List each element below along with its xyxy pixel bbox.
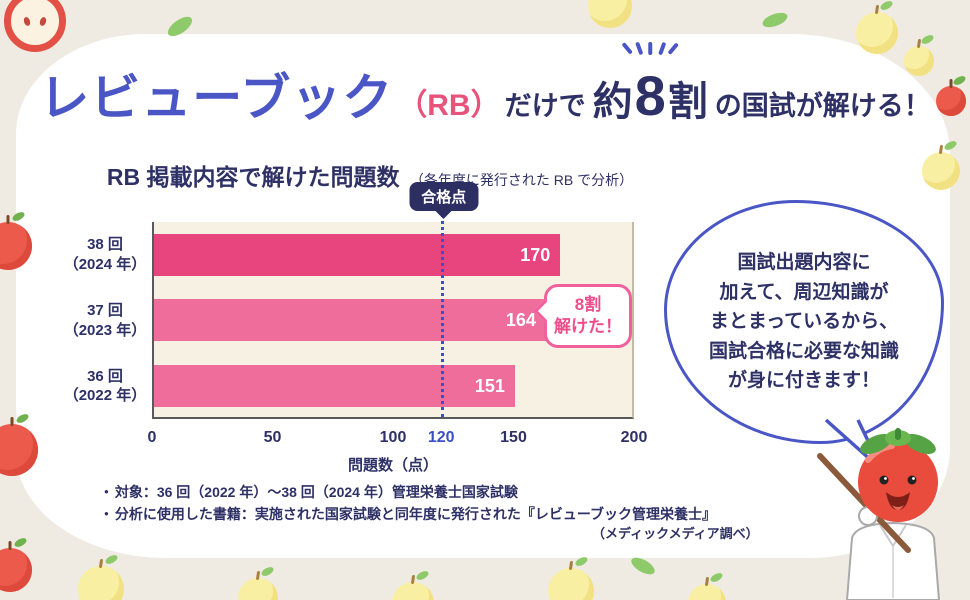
bar-value-label: 151 <box>474 375 505 396</box>
apple-icon <box>936 86 966 116</box>
apple-icon <box>238 578 278 600</box>
x-axis-title: 問題数（点） <box>347 457 438 474</box>
highlight-post: 割 <box>667 80 708 124</box>
bullet-icon: ● <box>104 508 109 518</box>
apple-icon <box>548 568 594 600</box>
y-label-2022: 36 回 （2022 年） <box>62 353 148 419</box>
y-axis-labels: 38 回 （2024 年） 37 回 （2023 年） 36 回 （2022 年… <box>62 222 148 419</box>
speech-bubble-line: 加えて、周辺知識が <box>719 281 889 303</box>
y-label-line: （2022 年） <box>63 387 147 405</box>
bar-value-label: 170 <box>520 244 551 265</box>
passing-score-label: 合格点 <box>421 189 467 206</box>
passing-score-line: 合格点 <box>409 182 479 417</box>
apple-icon <box>856 12 898 54</box>
y-label-2023: 37 回 （2023 年） <box>62 288 148 354</box>
footnote-text: 対象：36 回（2022 年）～38 回（2024 年）管理栄養士国家試験 <box>114 484 518 500</box>
apple-icon <box>0 548 32 592</box>
speech-bubble-line: 国試合格に必要な知識 <box>708 340 899 362</box>
headline-highlight: 約 8 割 <box>592 41 708 127</box>
bullet-icon: ● <box>104 487 109 496</box>
x-axis-tick: 150 <box>500 429 527 446</box>
passing-score-tick: 120 <box>427 429 455 446</box>
callout-line: 解けた！ <box>554 317 622 337</box>
y-label-line: （2024 年） <box>63 255 147 273</box>
x-axis: 0 50 100 150 200 120 <box>148 429 648 451</box>
chart-title: RB 掲載内容で解けた問題数 （各年度に発行された RB で分析） <box>70 158 670 192</box>
tomato-mascot <box>817 428 941 600</box>
apple-icon <box>78 566 124 600</box>
bar-chart: 38 回 （2024 年） 37 回 （2023 年） 36 回 （2022 年… <box>62 182 662 492</box>
emphasis-marks-icon <box>621 41 679 56</box>
footnote-text: 分析に使用した書籍：実施された国家試験と同年度に発行された『レビューブック管理栄… <box>114 505 717 522</box>
brand-abbr: （RB） <box>397 89 501 122</box>
apple-icon <box>588 0 632 28</box>
bar-2023: 164 <box>154 299 546 341</box>
bar-2022: 151 <box>154 365 515 407</box>
speech-bubble-line: が身に付きます！ <box>727 370 880 392</box>
speech-bubble-line: 国試出題内容に <box>737 252 871 274</box>
leaf-icon <box>760 9 790 31</box>
apple-icon <box>688 584 726 600</box>
speech-bubble-line: まとまっているから、 <box>709 311 899 333</box>
x-axis-tick: 0 <box>147 429 157 446</box>
x-axis-tick: 100 <box>379 429 407 446</box>
passing-score-badge: 合格点 <box>409 182 479 211</box>
highlight-pre: 約 <box>592 80 633 124</box>
headline-text-tail: の国試が解ける！ <box>714 91 931 121</box>
footnote-line: ● 分析に使用した書籍：実施された国家試験と同年度に発行された『レビューブック管理… <box>104 504 716 526</box>
callout-bubble: 8割 解けた！ <box>544 284 632 349</box>
credit-text: （メディックメディア調べ） <box>592 526 759 541</box>
footnote-line: ● 対象：36 回（2022 年）～38 回（2024 年）管理栄養士国家試験 <box>104 482 716 504</box>
speech-bubble: 国試出題内容に 加えて、周辺知識が まとまっているから、 国試合格に必要な知識 … <box>664 200 944 444</box>
brand-title: レビューブック <box>39 70 394 126</box>
highlight-number: 8 <box>634 64 666 127</box>
headline-text-mid: だけで <box>504 91 586 121</box>
callout-line: 8割 <box>574 295 602 314</box>
bar-value-label: 164 <box>505 309 536 330</box>
chart-title-main: RB 掲載内容で解けた問題数 <box>106 164 400 190</box>
x-axis-tick: 50 <box>263 429 282 446</box>
apple-icon <box>904 46 934 76</box>
plot-area: 170 164 151 合格点 <box>152 182 634 419</box>
y-label-line: 38 回 <box>87 236 123 254</box>
headline: レビューブック （RB） だけで 約 8 割 の国試が解ける！ <box>0 41 970 130</box>
x-axis-tick: 200 <box>620 429 648 446</box>
apple-half-icon <box>4 0 66 52</box>
bar-2024: 170 <box>154 234 561 276</box>
apple-icon <box>392 582 434 600</box>
apple-icon <box>922 152 960 190</box>
footnotes: ● 対象：36 回（2022 年）～38 回（2024 年）管理栄養士国家試験 ●… <box>104 482 716 525</box>
y-label-line: 36 回 <box>87 367 123 385</box>
y-label-line: （2023 年） <box>63 321 147 339</box>
y-label-2024: 38 回 （2024 年） <box>62 222 148 288</box>
y-label-line: 37 回 <box>87 302 123 319</box>
